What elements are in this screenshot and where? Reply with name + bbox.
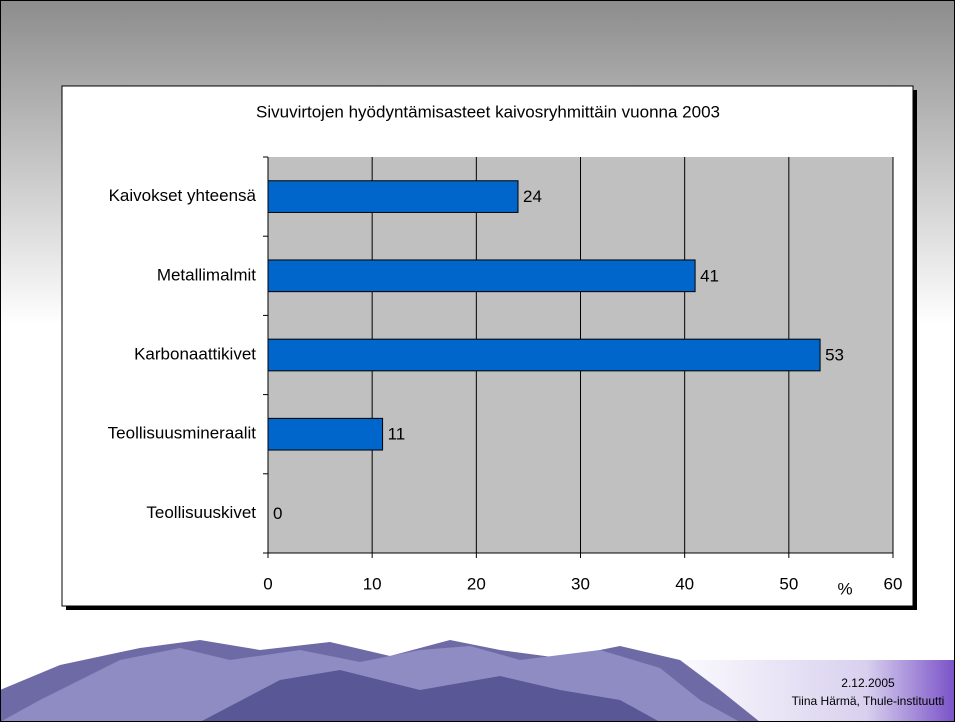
x-tick-label: 20	[467, 574, 486, 593]
x-tick-label: 30	[571, 574, 590, 593]
value-label: 24	[523, 187, 542, 206]
x-tick-label: 40	[675, 574, 694, 593]
y-tick-label: Teollisuusmineraalit	[108, 424, 257, 443]
value-label: 41	[700, 266, 719, 285]
footer-date: 2.12.2005	[841, 676, 895, 690]
value-label: 0	[273, 504, 282, 523]
footer-author: Tiina Härmä, Thule-instituutti	[792, 694, 945, 708]
x-tick-label: 10	[363, 574, 382, 593]
bar	[267, 259, 696, 293]
x-axis-label: %	[837, 579, 852, 598]
y-tick-label: Karbonaattikivet	[134, 344, 256, 363]
chart-title: Sivuvirtojen hyödyntämisasteet kaivosryh…	[256, 102, 720, 121]
value-label: 11	[388, 425, 406, 444]
x-tick-label: 0	[263, 574, 272, 593]
y-tick-label: Metallimalmit	[157, 265, 256, 284]
bar	[267, 338, 821, 372]
value-label: 53	[825, 345, 844, 364]
y-tick-label: Teollisuuskivet	[146, 503, 256, 522]
bar	[267, 417, 384, 451]
y-tick-label: Kaivokset yhteensä	[109, 186, 257, 205]
x-tick-label: 50	[779, 574, 798, 593]
x-tick-label: 60	[884, 574, 903, 593]
bar	[267, 180, 519, 213]
mountains	[0, 640, 760, 722]
